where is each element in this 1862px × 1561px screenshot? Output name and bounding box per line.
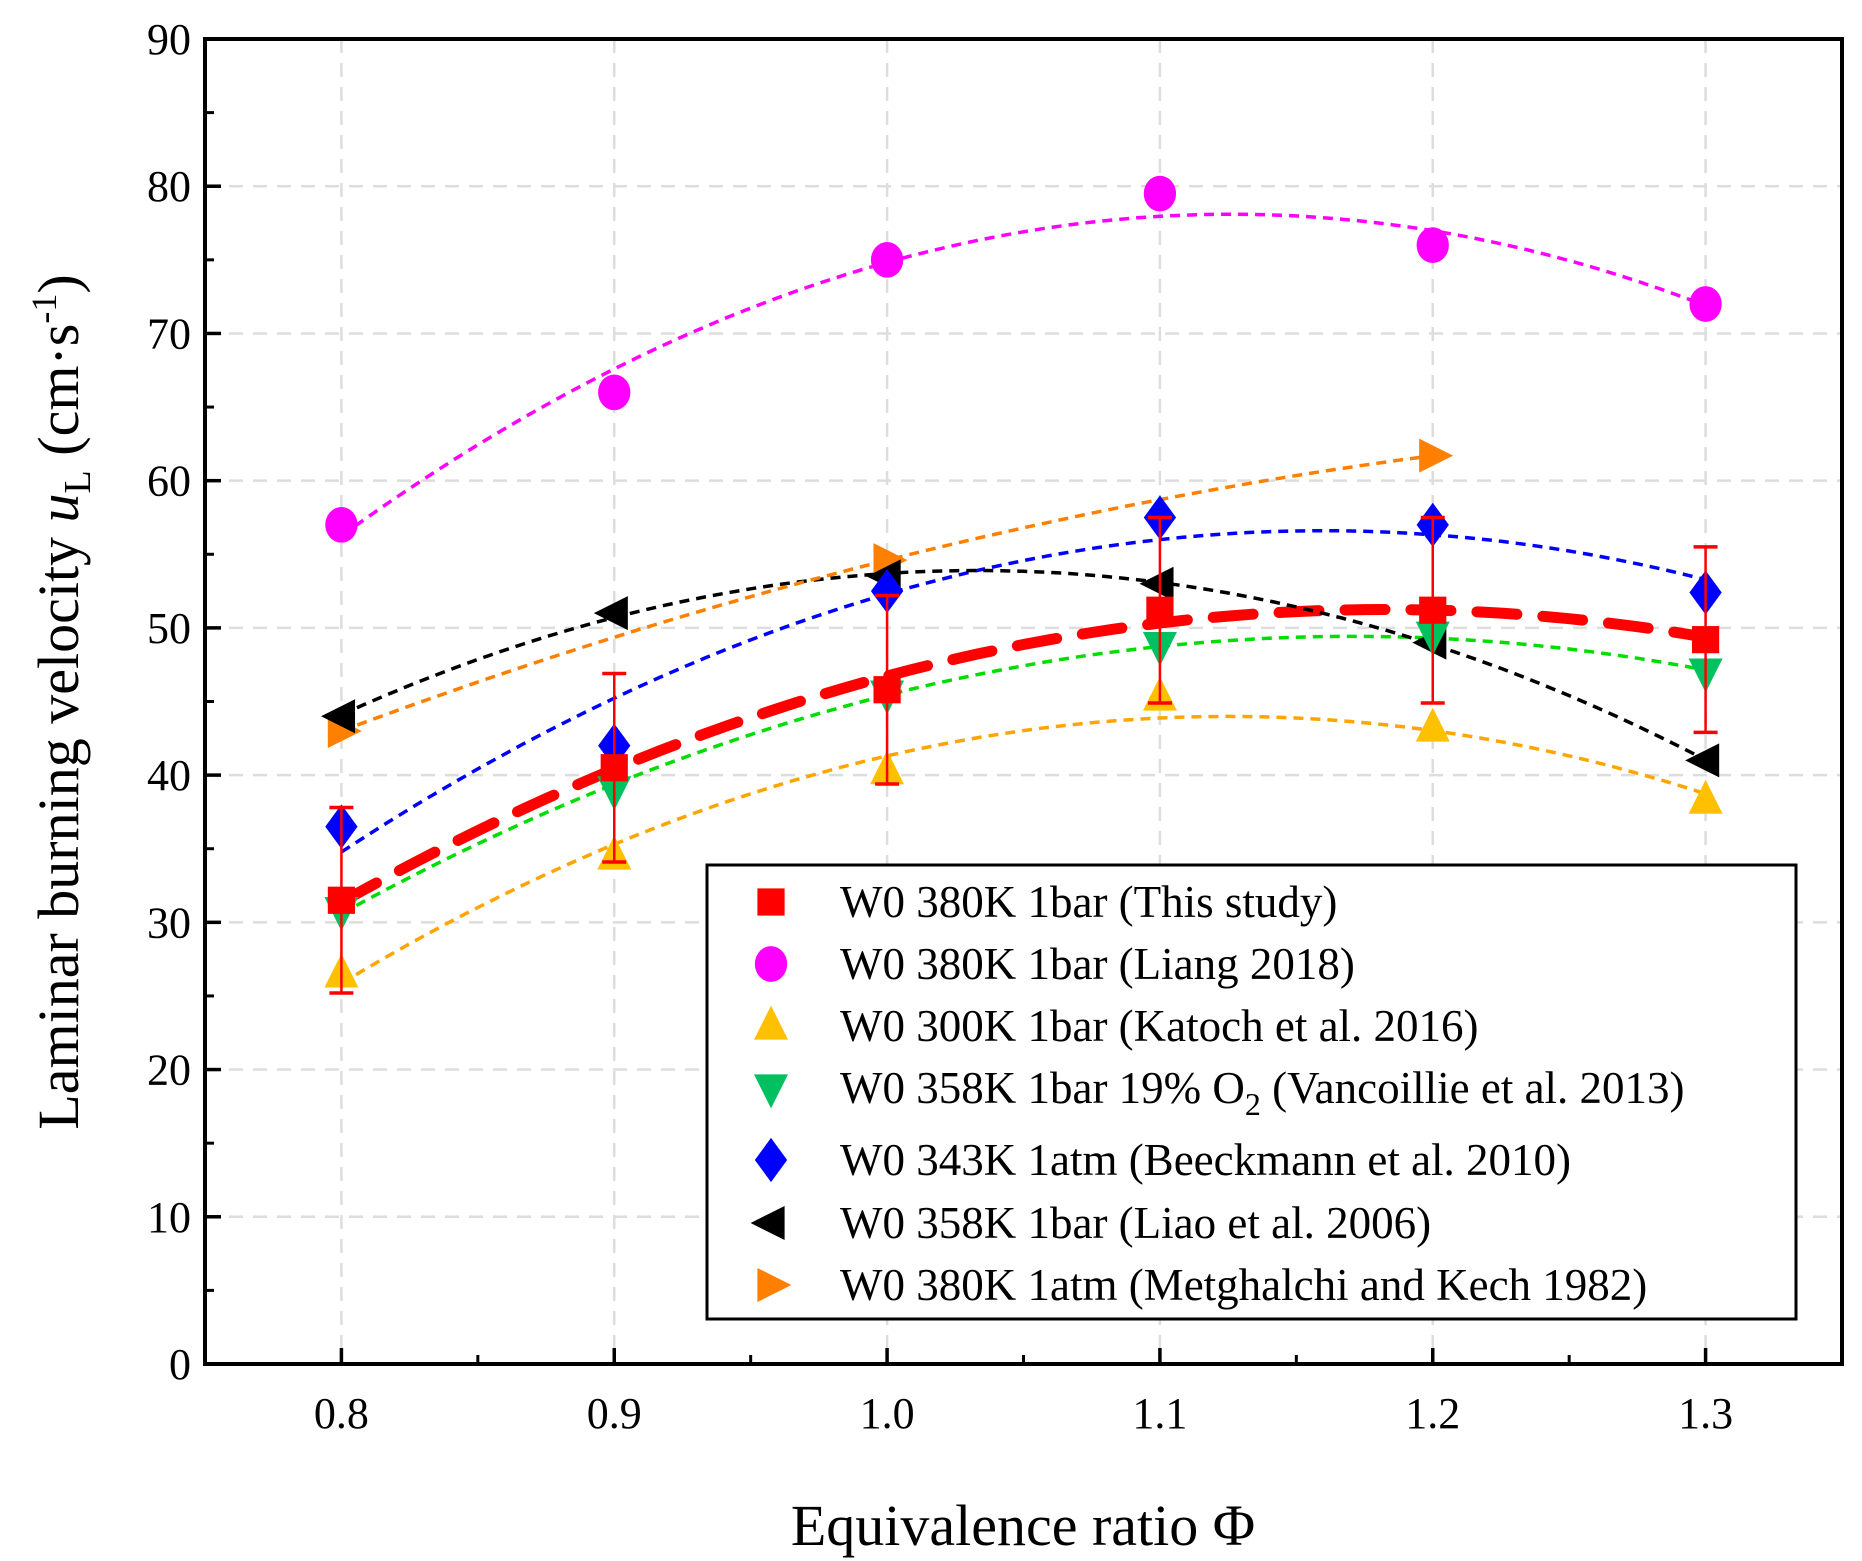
x-tick-label: 1.2: [1405, 1389, 1460, 1438]
y-tick-label: 30: [147, 898, 191, 947]
y-tick-label: 80: [147, 162, 191, 211]
series-5: [321, 559, 1720, 778]
y-tick-label: 70: [147, 309, 191, 358]
legend-box: [705, 863, 1798, 1321]
circle-marker: [1143, 175, 1177, 212]
circle-marker: [325, 506, 358, 543]
legend-label: W0 343K 1atm (Beeckmann et al. 2010): [840, 1135, 1571, 1185]
legend-label: W0 358K 1bar (Liao et al. 2006): [840, 1198, 1431, 1248]
y-tick-label: 20: [147, 1046, 191, 1095]
legend: W0 380K 1bar (This study) W0 380K 1bar (L…: [705, 863, 1798, 1321]
square-marker: [600, 754, 628, 782]
legend-label: W0 380K 1bar (This study): [840, 877, 1337, 927]
legend-label-part: (Vancoillie et al. 2013): [1261, 1063, 1685, 1113]
triangle-up-marker: [754, 1005, 788, 1040]
triangle-right-marker: [873, 543, 908, 578]
fit-line: [335, 603, 1712, 908]
y-tick-label: 90: [147, 15, 191, 64]
fit-line: [340, 528, 1707, 854]
circle-marker: [598, 374, 631, 411]
legend-label-part: W0 343K 1atm (Beeckmann et al. 2010): [840, 1135, 1571, 1185]
y-tick-label: 60: [147, 457, 191, 506]
triangle-left-marker: [593, 596, 628, 631]
fit-line: [340, 714, 1707, 985]
x-tick-label: 1.0: [860, 1389, 915, 1438]
square-marker: [757, 888, 785, 916]
fit-line: [340, 453, 1433, 733]
triangle-up-marker: [1415, 707, 1450, 742]
square-marker: [873, 676, 901, 704]
x-tick-label: 1.3: [1678, 1389, 1733, 1438]
fit-lines: [335, 212, 1712, 985]
y-tick-label: 0: [169, 1340, 191, 1389]
circle-marker: [1416, 227, 1449, 263]
legend-label: W0 300K 1bar (Katoch et al. 2016): [840, 1001, 1479, 1051]
triangle-down-marker: [754, 1074, 788, 1109]
data-marks: [321, 175, 1723, 995]
square-marker: [1146, 596, 1174, 624]
square-marker: [327, 886, 356, 914]
y-tick-label: 40: [147, 751, 191, 800]
axis-ticks: 0.8 0.9 1.0 1.1 1.2 1.3 0 10 20 30 40 50 60 70 80 90: [147, 15, 1733, 1438]
y-tick-label: 50: [147, 604, 191, 653]
x-axis-title: Equivalence ratio Φ: [791, 1493, 1255, 1558]
y-axis-title: Laminar burning velocity uL (cm·s-1): [24, 274, 99, 1129]
legend-label-part: W0 380K 1atm (Metghalchi and Kech 1982): [840, 1260, 1647, 1310]
y-tick-label: 10: [147, 1193, 191, 1242]
triangle-left-marker: [750, 1206, 785, 1240]
diamond-marker: [870, 568, 904, 614]
series-1: [325, 175, 1722, 543]
legend-label: W0 358K 1bar 19% O2 (Vancoillie et al. 2…: [840, 1063, 1685, 1122]
fit-line: [340, 568, 1707, 762]
triangle-right-marker: [757, 1268, 792, 1302]
circle-marker: [754, 946, 788, 982]
square-marker: [1691, 626, 1720, 654]
triangle-left-marker: [1685, 743, 1720, 778]
legend-label: W0 380K 1atm (Metghalchi and Kech 1982): [840, 1260, 1647, 1310]
legend-label-part: W0 358K 1bar 19% O: [840, 1063, 1245, 1113]
square-marker: [1419, 596, 1447, 624]
diamond-marker: [754, 1137, 788, 1183]
triangle-up-marker: [1688, 779, 1723, 814]
legend-label-part: 2: [1245, 1086, 1261, 1122]
fit-line: [340, 212, 1707, 538]
legend-label-part: W0 380K 1bar (This study): [840, 877, 1337, 927]
circle-marker: [1689, 286, 1722, 322]
x-tick-label: 1.1: [1132, 1389, 1187, 1438]
triangle-left-marker: [1139, 566, 1174, 601]
triangle-left-marker: [321, 699, 356, 734]
triangle-right-marker: [1419, 438, 1454, 473]
legend-label: W0 380K 1bar (Liang 2018): [840, 939, 1355, 989]
x-tick-label: 0.9: [587, 1389, 642, 1438]
x-tick-label: 0.8: [314, 1389, 369, 1438]
legend-label-part: W0 300K 1bar (Katoch et al. 2016): [840, 1001, 1479, 1051]
series-4: [325, 495, 1722, 849]
series-0: [327, 515, 1720, 995]
legend-label-part: W0 358K 1bar (Liao et al. 2006): [840, 1198, 1431, 1248]
circle-marker: [870, 241, 904, 278]
legend-label-part: W0 380K 1bar (Liang 2018): [840, 939, 1355, 989]
